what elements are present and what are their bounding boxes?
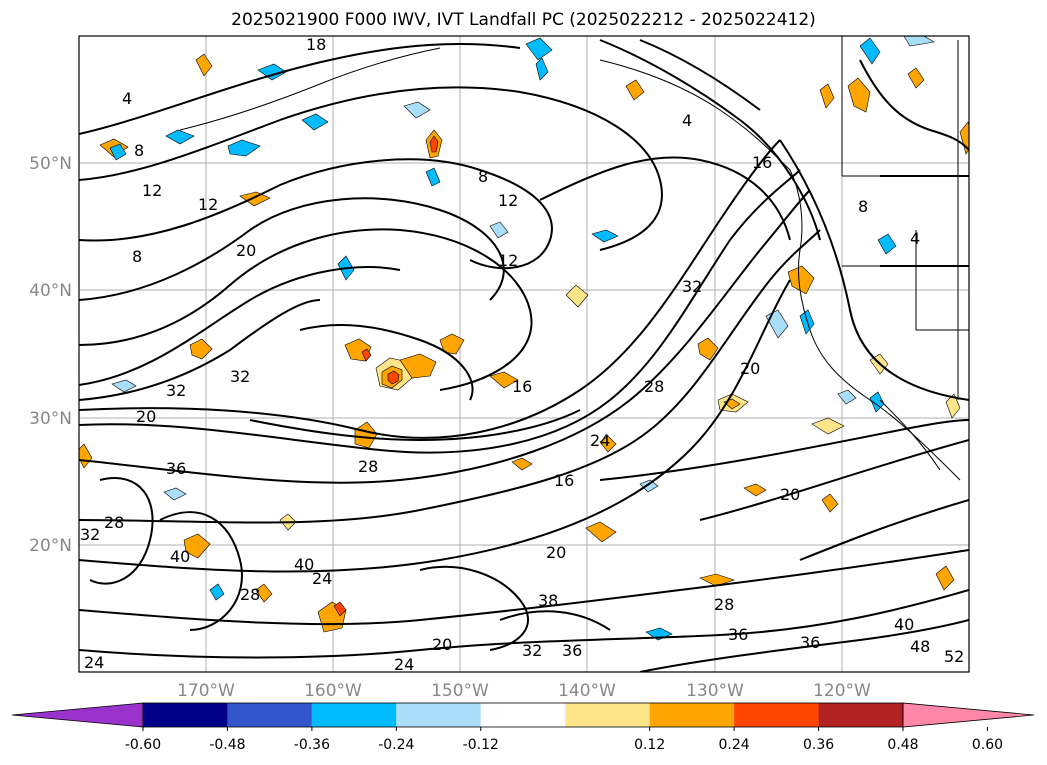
colorbar-tick-label: 0.24 (719, 737, 750, 753)
contour-label: 20 (432, 635, 452, 654)
contour-label: 8 (858, 197, 868, 216)
lon-label-120w: 120°W (813, 681, 871, 701)
contour-label: 12 (498, 191, 518, 210)
contour-label: 12 (498, 251, 518, 270)
lon-label-130w: 130°W (686, 681, 744, 701)
contour-label: 20 (780, 485, 800, 504)
contour-label: 32 (166, 381, 186, 400)
contour-label: 20 (740, 359, 760, 378)
contour-label: 20 (546, 543, 566, 562)
map-frame (78, 35, 970, 673)
contour-label: 28 (714, 595, 734, 614)
longitude-labels: 170°W 160°W 150°W 140°W 130°W 120°W (177, 681, 871, 701)
colorbar-bin (480, 703, 566, 727)
colorbar-bin (311, 703, 397, 727)
map-background (79, 36, 969, 672)
contour-label: 8 (132, 247, 142, 266)
contour-label: 12 (142, 181, 162, 200)
lat-label-20: 20°N (29, 536, 72, 556)
lon-label-160w: 160°W (304, 681, 362, 701)
contour-label: 4 (910, 229, 920, 248)
contour-label: 32 (682, 277, 702, 296)
contour-label: 28 (358, 457, 378, 476)
colorbar-bin (734, 703, 819, 727)
figure-title: 2025021900 F000 IWV, IVT Landfall PC (20… (231, 10, 816, 30)
contour-label: 24 (312, 569, 332, 588)
contour-label: 12 (198, 195, 218, 214)
pc-shading-negative (109, 36, 935, 641)
colorbar-tick-label: 0.60 (972, 737, 1003, 753)
map-plot-area: 8 4 8 12 8 20 32 36 28 32 28 40 16 24 40… (78, 35, 970, 674)
colorbar-bin (818, 703, 903, 727)
contour-label: 28 (104, 513, 124, 532)
latitude-labels: 50°N 40°N 30°N 20°N (29, 154, 72, 556)
lat-label-30: 30°N (29, 409, 72, 429)
contour-label: 4 (122, 89, 132, 108)
contour-label: 36 (728, 625, 748, 644)
contour-label: 8 (478, 167, 488, 186)
contour-label: 32 (230, 367, 250, 386)
contour-label: 16 (512, 377, 532, 396)
coastlines (179, 36, 969, 481)
contour-label: 40 (170, 547, 190, 566)
contour-label: 24 (590, 431, 610, 450)
lat-label-40: 40°N (29, 281, 72, 301)
colorbar-tick-label: -0.12 (463, 737, 499, 753)
contour-label: 32 (80, 525, 100, 544)
contour-labels: 8 4 8 12 8 20 32 36 28 32 28 40 16 24 40… (80, 35, 964, 674)
colorbar: -0.60 -0.48 -0.36 -0.24 -0.12 0.12 0.24 0.36 0.4… (11, 702, 1035, 753)
contour-label: 24 (84, 653, 104, 672)
contour-label: 52 (944, 647, 964, 666)
colorbar-extend-low (11, 702, 144, 728)
contour-label: 16 (554, 471, 574, 490)
colorbar-bin (143, 703, 228, 727)
colorbar-bin (396, 703, 481, 727)
contour-label: 32 (522, 641, 542, 660)
colorbar-tick-label: 0.36 (803, 737, 834, 753)
colorbar-bin (649, 703, 735, 727)
colorbar-tick-label: -0.24 (378, 737, 414, 753)
colorbar-bin (227, 703, 312, 727)
colorbar-tick-label: -0.48 (209, 737, 245, 753)
contour-label: 20 (136, 407, 156, 426)
colorbar-tick-label: -0.36 (294, 737, 330, 753)
contour-label: 40 (894, 615, 914, 634)
contour-label: 4 (682, 111, 692, 130)
colorbar-bin (565, 703, 650, 727)
contour-label: 28 (240, 585, 260, 604)
colorbar-tick-label: 0.12 (634, 737, 665, 753)
contour-label: 24 (394, 655, 414, 674)
lon-label-150w: 150°W (431, 681, 489, 701)
contour-label: 20 (236, 241, 256, 260)
lat-label-50: 50°N (29, 154, 72, 174)
contour-label: 40 (294, 555, 314, 574)
contour-label: 48 (910, 637, 930, 656)
lon-label-170w: 170°W (177, 681, 235, 701)
colorbar-extend-high (902, 702, 1035, 728)
contour-label: 28 (644, 377, 664, 396)
colorbar-tick-label: 0.48 (887, 737, 918, 753)
iwv-contours (79, 39, 969, 672)
contour-label: 16 (752, 153, 772, 172)
contour-label: 18 (306, 35, 326, 54)
colorbar-frame (142, 702, 904, 728)
contour-label: 8 (134, 141, 144, 160)
contour-label: 36 (562, 641, 582, 660)
contour-label: 36 (800, 633, 820, 652)
contour-label: 36 (166, 459, 186, 478)
lon-label-140w: 140°W (558, 681, 616, 701)
colorbar-tick-label: -0.60 (125, 737, 161, 753)
contour-label: 38 (538, 591, 558, 610)
